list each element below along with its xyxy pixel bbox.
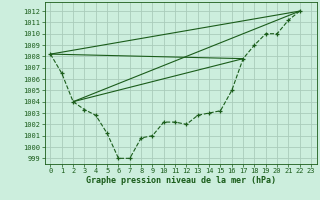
X-axis label: Graphe pression niveau de la mer (hPa): Graphe pression niveau de la mer (hPa) xyxy=(86,176,276,185)
